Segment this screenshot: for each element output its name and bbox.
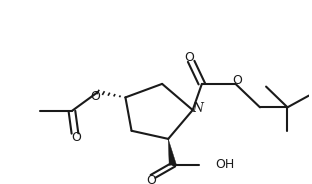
Text: N: N <box>192 102 203 115</box>
Text: O: O <box>146 174 156 184</box>
Text: O: O <box>71 132 81 144</box>
Text: O: O <box>185 51 195 64</box>
Text: OH: OH <box>215 158 234 171</box>
Text: O: O <box>232 74 242 87</box>
Text: O: O <box>90 90 100 103</box>
Polygon shape <box>168 139 177 165</box>
